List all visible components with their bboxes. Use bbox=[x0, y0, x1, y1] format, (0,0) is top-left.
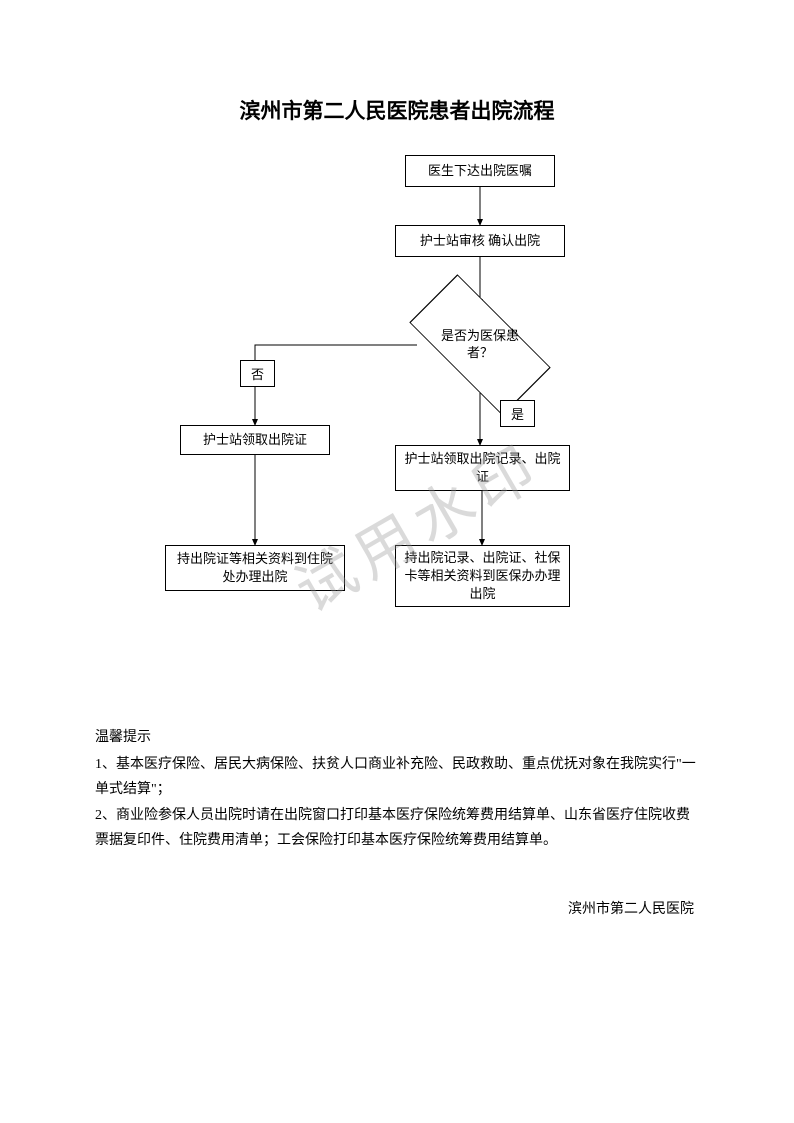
node-doctor-order: 医生下达出院医嘱 bbox=[405, 155, 555, 187]
node-nurse-review: 护士站审核 确认出院 bbox=[395, 225, 565, 257]
label-no: 否 bbox=[240, 360, 275, 387]
notes-item: 1、基本医疗保险、居民大病保险、扶贫人口商业补充险、民政救助、重点优抚对象在我院… bbox=[95, 752, 699, 802]
node-discharge-yes: 持出院记录、出院证、社保卡等相关资料到医保办办理出院 bbox=[395, 545, 570, 607]
label-text: 否 bbox=[251, 367, 264, 382]
node-label: 护士站领取出院记录、出院证 bbox=[404, 450, 561, 486]
flowchart-container: 医生下达出院医嘱 护士站审核 确认出院 是否为医保患者？ 否 是 护士站领取出院… bbox=[95, 155, 699, 685]
node-label: 护士站审核 确认出院 bbox=[420, 232, 540, 250]
page-title: 滨州市第二人民医院患者出院流程 bbox=[95, 95, 699, 125]
notes-section: 温馨提示 1、基本医疗保险、居民大病保险、扶贫人口商业补充险、民政救助、重点优抚… bbox=[95, 725, 699, 853]
node-insurance-decision: 是否为医保患者？ bbox=[425, 305, 535, 385]
node-nurse-cert-no: 护士站领取出院证 bbox=[180, 425, 330, 455]
node-label: 护士站领取出院证 bbox=[203, 431, 307, 449]
label-text: 是 bbox=[511, 407, 524, 422]
signature-text: 滨州市第二人民医院 bbox=[95, 898, 699, 918]
node-label: 持出院证等相关资料到住院处办理出院 bbox=[174, 550, 336, 586]
label-yes: 是 bbox=[500, 400, 535, 427]
notes-item: 2、商业险参保人员出院时请在出院窗口打印基本医疗保险统筹费用结算单、山东省医疗住… bbox=[95, 803, 699, 853]
node-label: 是否为医保患者？ bbox=[435, 328, 525, 362]
node-label: 持出院记录、出院证、社保卡等相关资料到医保办办理出院 bbox=[404, 549, 561, 604]
node-label: 医生下达出院医嘱 bbox=[428, 162, 532, 180]
notes-title: 温馨提示 bbox=[95, 725, 699, 750]
node-discharge-no: 持出院证等相关资料到住院处办理出院 bbox=[165, 545, 345, 591]
node-nurse-cert-yes: 护士站领取出院记录、出院证 bbox=[395, 445, 570, 491]
